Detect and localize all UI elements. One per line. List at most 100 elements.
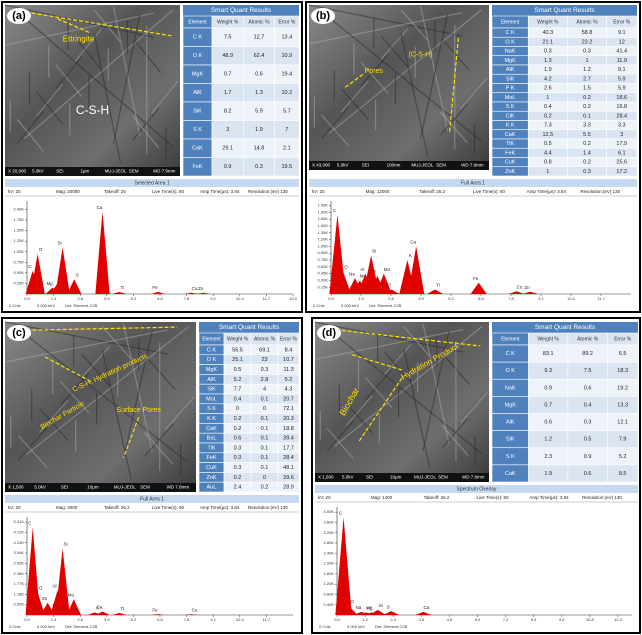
x-tick-label: 0.0 [334,617,340,622]
table-value: 28.4 [283,455,294,461]
table-value: 58.8 [582,30,593,36]
spectrum-info: Resolution:(eV) 130 [580,189,620,194]
texture [326,428,354,459]
table-value: 2.7 [583,76,591,82]
table-value: S K [193,127,202,133]
texture [340,88,369,121]
table-value: 17.2 [616,169,627,175]
texture [328,9,483,135]
texture [403,348,431,470]
texture [143,423,174,457]
table-value: 19.4 [281,72,292,78]
table-value: 2.3 [544,454,552,460]
peak [375,273,392,294]
table-value: 0.3 [583,169,591,175]
table-value: 0.2 [234,426,242,432]
table-value: 12.5 [542,132,553,138]
x-tick-label: 2.6 [77,617,83,622]
table-value: 3 [620,132,623,138]
image-info: SEM [129,169,139,174]
texture [328,16,483,142]
peak-label: C [28,521,32,526]
table-value: 19.5 [281,164,292,170]
y-tick-label: 2.80K [324,540,335,545]
table-value: 0.3 [255,164,263,170]
table-value: 1.4 [583,150,591,156]
annotation-arrow [448,37,459,134]
table-value: C K [207,347,217,353]
table-value: O K [193,53,203,59]
table-value: 89.2 [582,351,593,357]
peak-label: K [96,606,99,611]
x-tick-label: 5.2 [448,296,454,301]
table-value: 0.4 [544,104,552,110]
peak-label: Ti [120,606,124,611]
table-value: 5.9 [255,109,263,115]
peak [150,614,166,615]
peak-label: Zn [42,596,48,601]
texture [365,369,393,401]
y-tick-label: 1.60K [324,571,335,576]
x-tick-label: 0.0 [24,296,30,301]
spectrum-footer: 0.000 keV [37,303,55,308]
x-tick-label: 10.4 [236,617,245,622]
peak-label: Cu [192,286,198,291]
texture [345,395,373,426]
table-value: AlK [506,420,515,426]
table-value: C K [193,35,203,41]
spectrum-footer: Det: Element-C2B [65,624,98,629]
image-info: 5.0kV [342,475,354,480]
texture [333,326,483,447]
texture [93,9,121,43]
table-value: 6.1 [618,150,626,156]
peak-label: Ca [97,205,103,210]
table-value: 5.9 [618,86,626,92]
image-info: WD 7.9mm [153,169,176,174]
table-value: 29.1 [222,146,233,152]
table-value: O K [506,368,516,374]
texture [380,35,409,68]
table-value: 40.3 [542,30,553,36]
peak [522,291,539,294]
image-info-bar [315,473,489,482]
table-cell [277,481,300,493]
peak-label: Cu [517,284,523,289]
peak [112,291,127,294]
y-tick-label: 0.50K [14,270,25,275]
peak-label: C [339,510,343,515]
image-info-bar [5,167,180,176]
y-tick-label: 2.40K [324,550,335,555]
table-value: K K [207,416,216,422]
spectrum-info: kV: 20 [8,505,21,510]
x-tick-label: 5.2 [131,296,137,301]
table-value: MoL [505,95,516,101]
texture [16,110,44,144]
table-value: S K [506,104,515,110]
spectrum-title-bg [5,495,299,503]
image-info: SEI [366,475,373,480]
table-value: 10.2 [281,90,292,96]
x-tick-label: 8.4 [531,617,537,622]
table-value: P K [506,86,515,92]
image-info: MUJ-JEOL [411,163,433,168]
y-tick-label: 3.20K [324,530,335,535]
table-value: 1.9 [544,471,552,477]
table-value: NaK [505,49,516,55]
y-tick-label: 1.75K [14,217,25,222]
spectrum-footer: Det: Element-C2B [375,624,408,629]
spectrum-info: Live Time(s): 60 [152,505,185,510]
y-tick-label: 1.35K [318,230,329,235]
image-info: 5.0kV [32,169,44,174]
peak-label: S [76,272,79,277]
image-info: MUJ-JEOL [414,475,436,480]
texture [340,80,369,113]
table-value: ZnK [206,475,216,481]
spectrum-title: Spectrum Overlay [456,486,497,492]
x-tick-label: 1.3 [51,296,57,301]
table-header: Error % [278,19,296,25]
x-tick-label: 7.8 [184,296,190,301]
table-value: AlK [207,377,216,383]
spectrum-info: Mag: 20000 [56,189,80,194]
y-tick-label: 0.90K [318,250,329,255]
texture [59,380,90,414]
